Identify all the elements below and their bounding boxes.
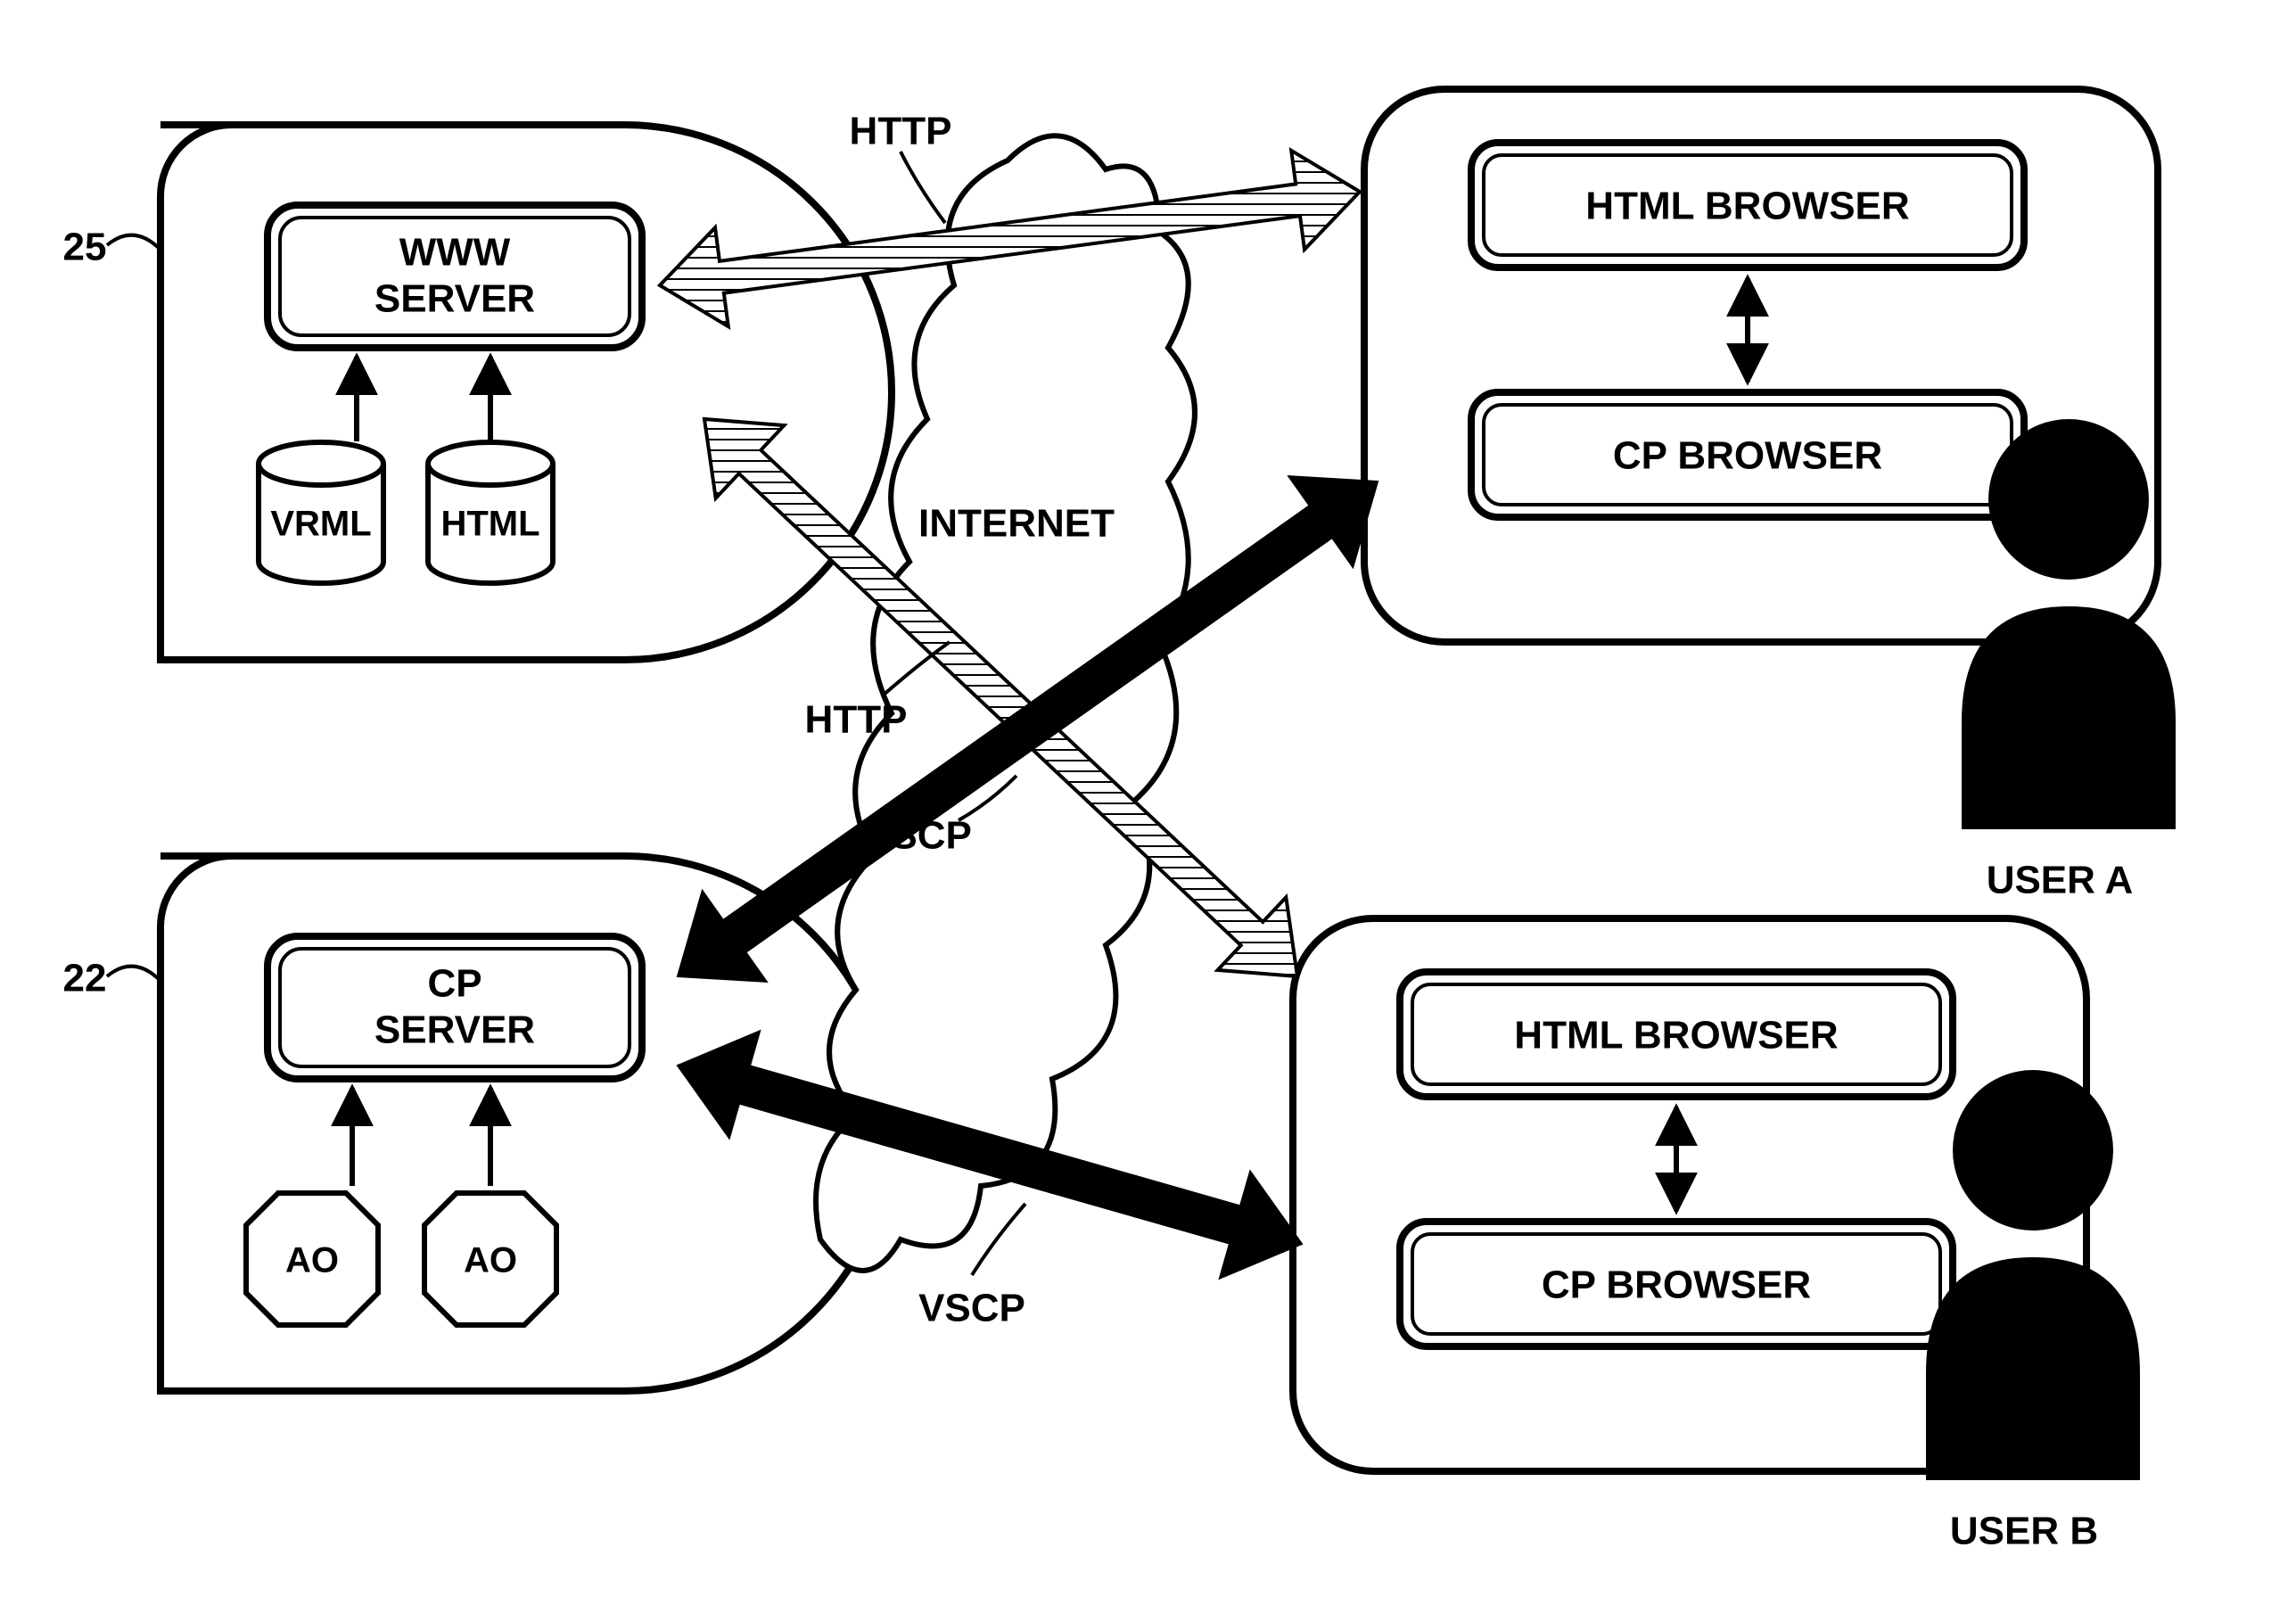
leader-http-top [901,152,945,223]
label-vscp-top: VSCP [865,814,972,858]
www-server-label1: WWW [399,231,511,275]
ref-label-25: 25 [63,226,160,269]
cylinder-html: HTML [428,442,553,583]
user-a-html-browser-label: HTML BROWSER [1585,185,1909,228]
internet-label: INTERNET [918,502,1115,546]
ref-label-22-text: 22 [63,957,107,1000]
server-group-cp: CP SERVER AO AO [160,856,892,1391]
user-b-cp-browser-label: CP BROWSER [1542,1263,1811,1307]
octagon-ao2-label: AO [464,1241,517,1280]
www-server-label2: SERVER [374,277,535,321]
cp-server-label2: SERVER [374,1008,535,1052]
ref-label-22: 22 [63,957,160,1000]
label-http-mid: HTTP [805,698,908,742]
label-vscp-bot: VSCP [918,1287,1025,1330]
label-http-top: HTTP [850,110,952,153]
cylinder-vrml: VRML [259,442,383,583]
octagon-ao1-label: AO [285,1241,339,1280]
octagon-ao1: AO [246,1193,378,1325]
cylinder-vrml-label: VRML [270,505,371,544]
cylinder-html-label: HTML [440,505,539,544]
cp-server-label1: CP [427,962,481,1006]
octagon-ao2: AO [424,1193,556,1325]
user-a-label: USER A [1987,859,2134,902]
leader-vscp-bot [972,1204,1025,1275]
user-b-label: USER B [1950,1510,2098,1553]
user-b-html-browser-label: HTML BROWSER [1514,1014,1838,1058]
ref-label-25-text: 25 [63,226,107,269]
server-group-www: WWW SERVER VRML HTML [160,125,892,660]
user-a-cp-browser-label: CP BROWSER [1613,434,1882,478]
